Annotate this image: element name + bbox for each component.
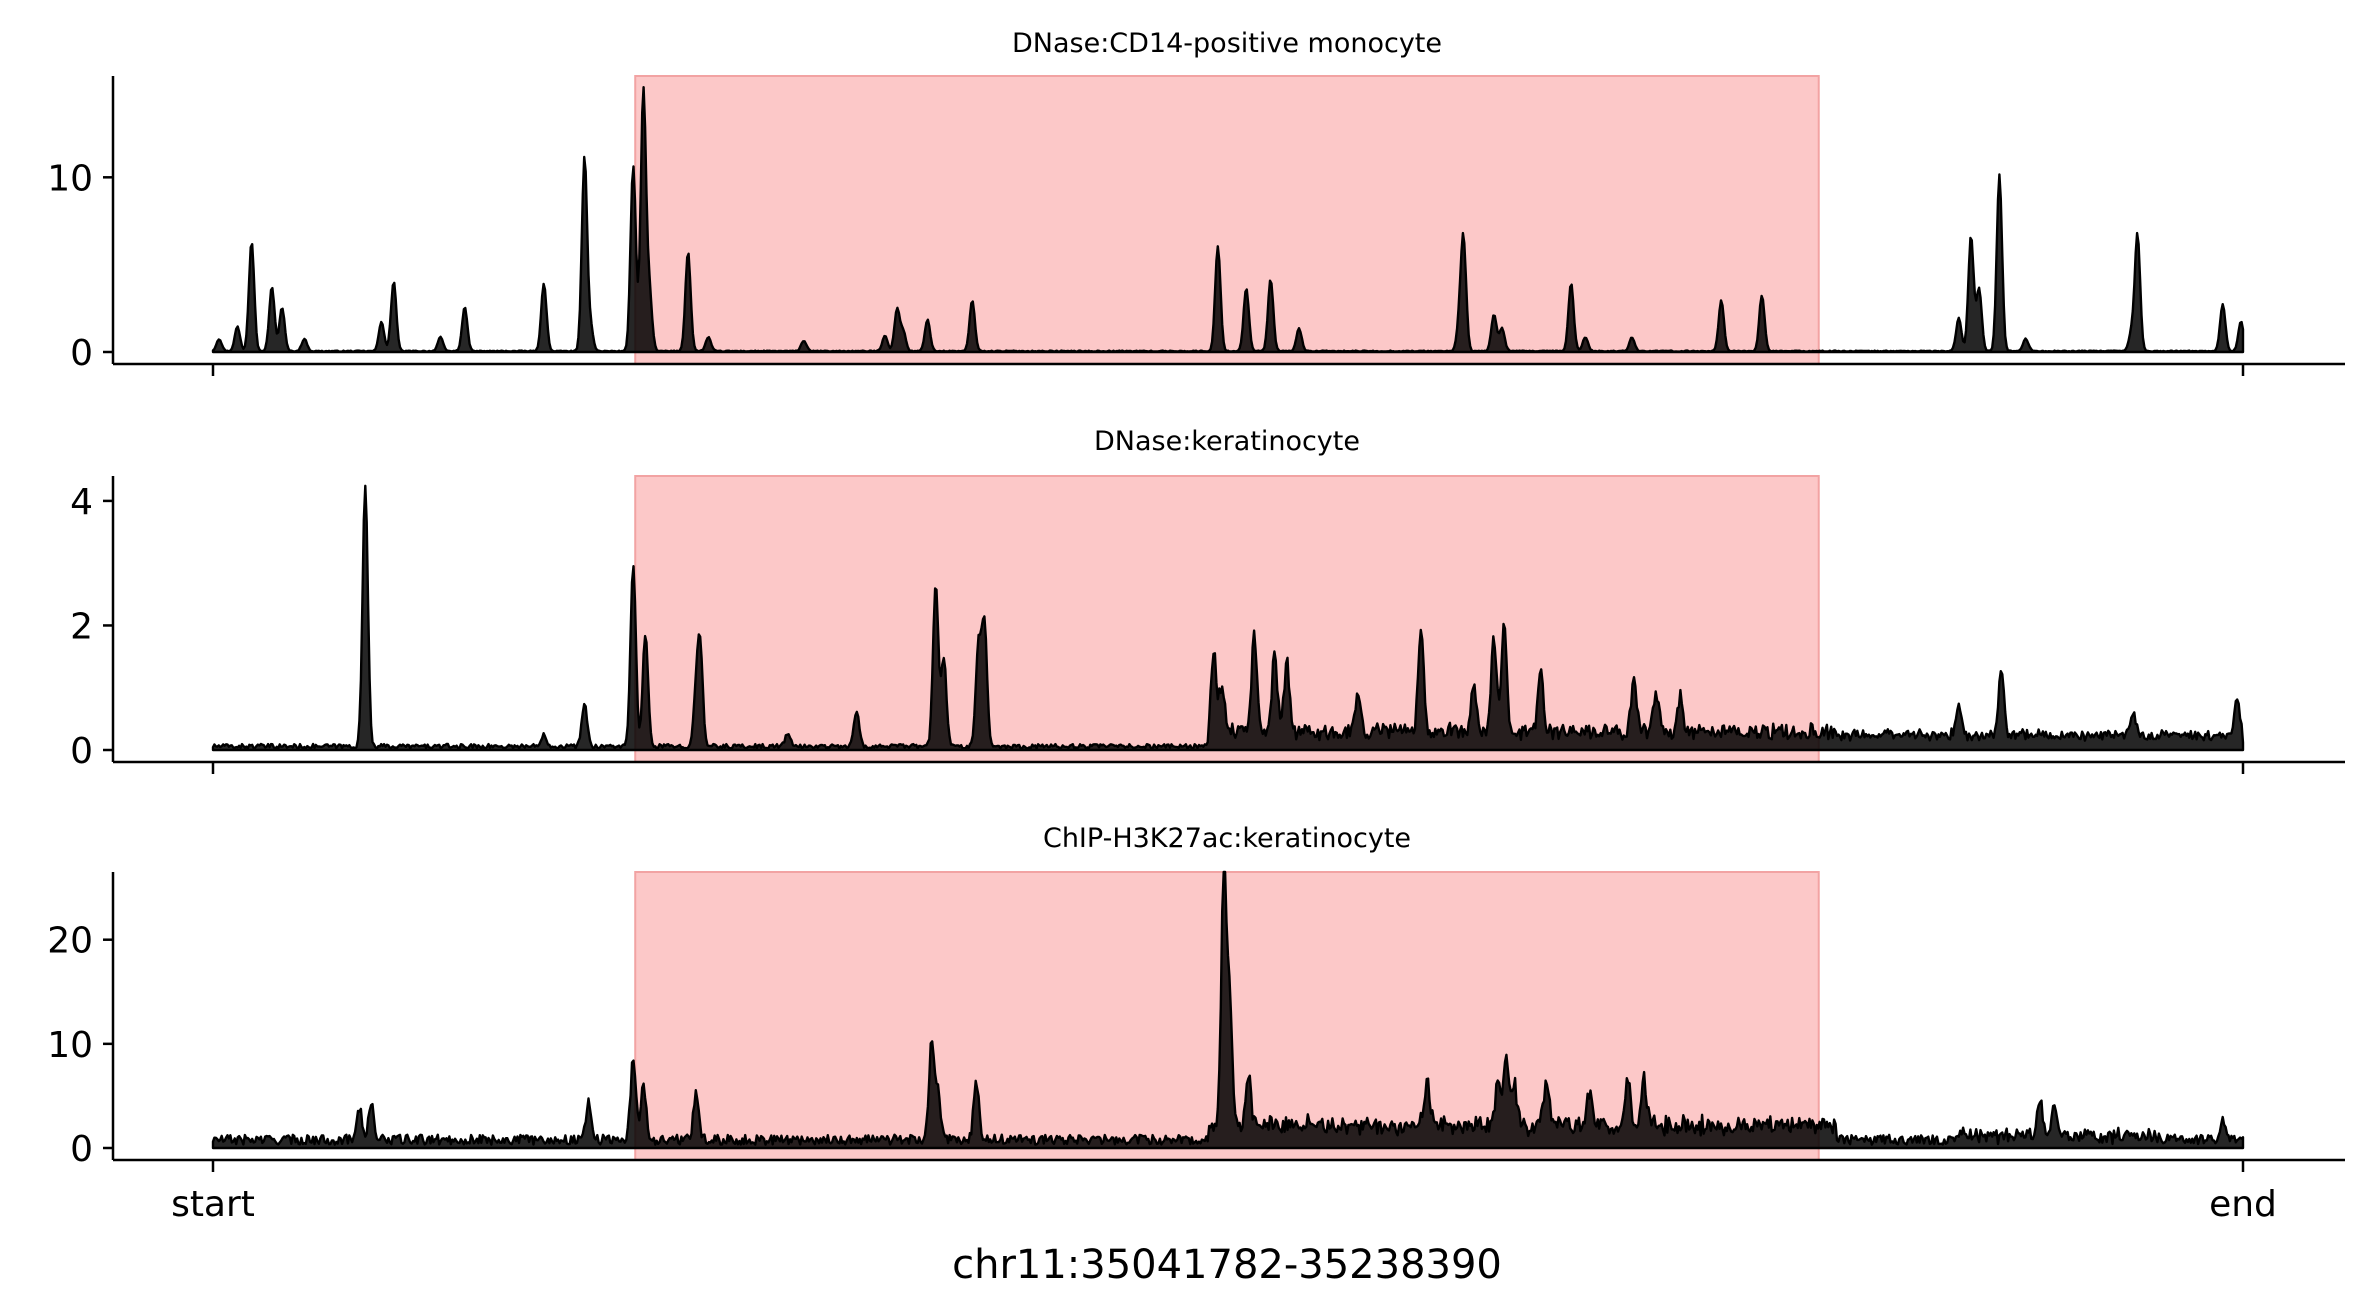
signal-track-1 [211, 86, 2245, 354]
y-tick-label: 4 [70, 482, 93, 523]
track-title: DNase:keratinocyte [1094, 426, 1360, 457]
signal-track-2 [211, 484, 2245, 752]
signal-track-3 [211, 870, 2245, 1150]
y-tick-label: 0 [70, 1129, 93, 1170]
y-tick-label: 20 [47, 921, 93, 962]
tracks-group: 0 10 DNase:CD14-positive monocyte 0 2 4 DNase:… [47, 28, 2345, 1225]
track-title: ChIP-H3K27ac:keratinocyte [1043, 823, 1411, 854]
y-tick-label: 0 [70, 333, 93, 374]
y-tick-label: 2 [70, 606, 93, 647]
x-tick-label: end [2209, 1184, 2277, 1225]
y-tick-label: 0 [70, 731, 93, 772]
x-tick-label: start [171, 1184, 255, 1225]
y-tick-label: 10 [47, 158, 93, 199]
y-tick-label: 10 [47, 1025, 93, 1066]
track-title: DNase:CD14-positive monocyte [1012, 28, 1442, 59]
highlight-region [634, 75, 1820, 365]
x-axis-label: chr11:35041782-35238390 [952, 1242, 1502, 1288]
